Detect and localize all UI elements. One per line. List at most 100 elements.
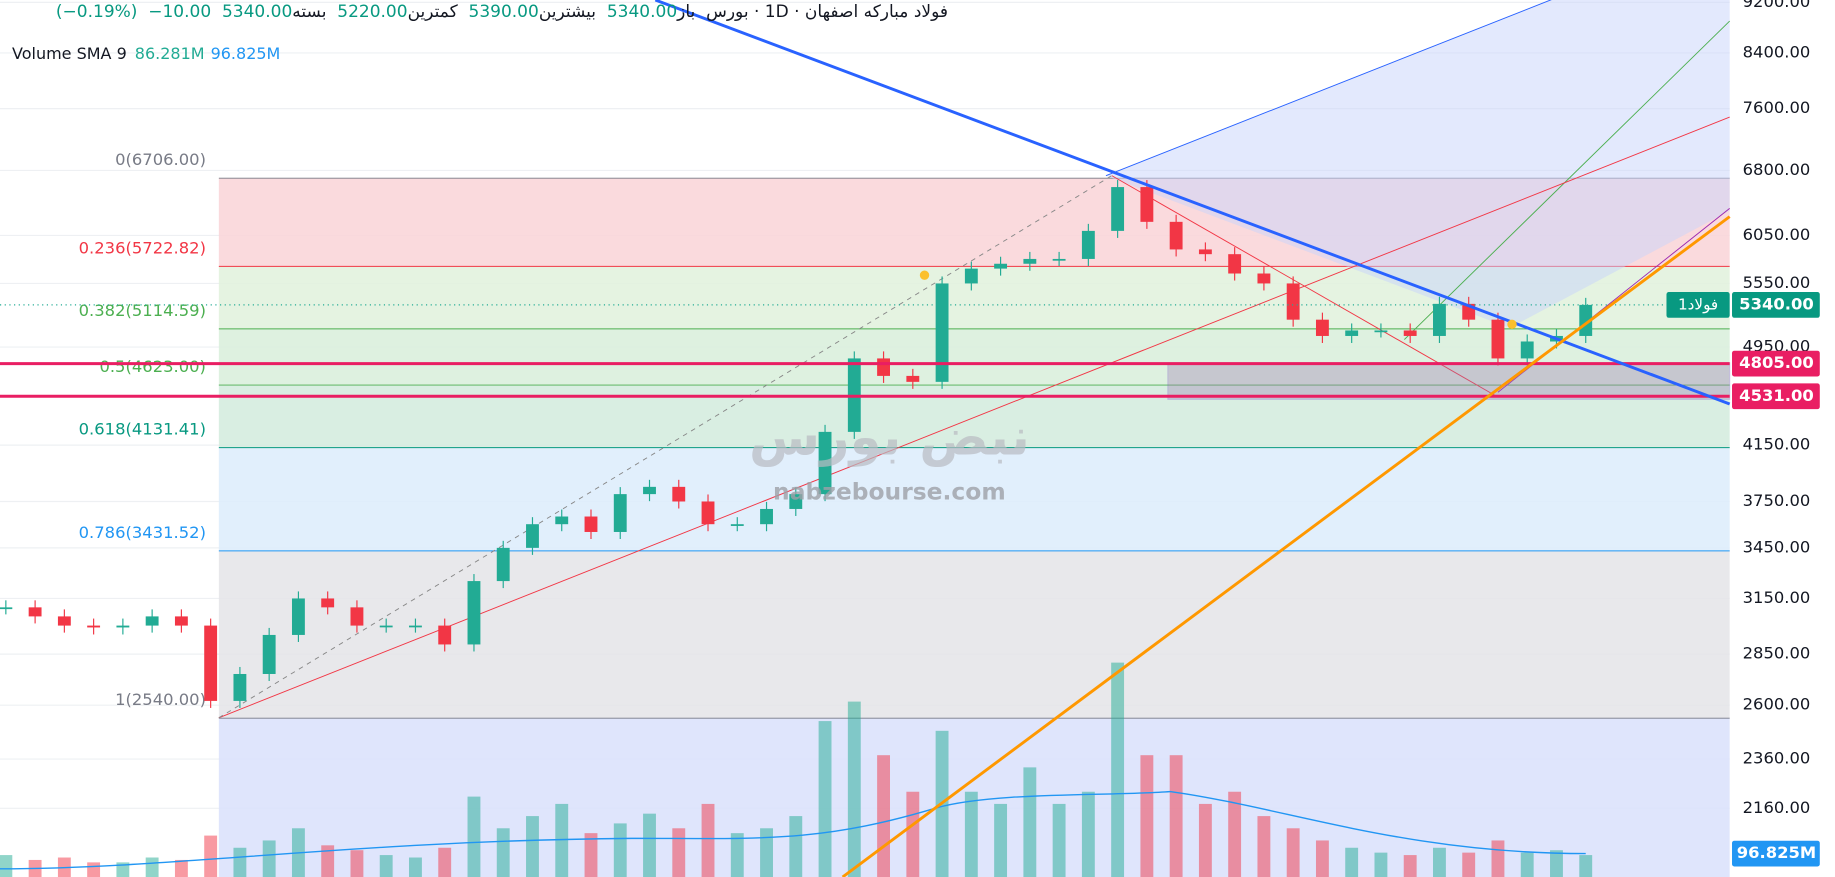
fib-label: 0.786(3431.52) [79,523,206,542]
volume-bar [994,803,1008,877]
candle-body [672,486,686,502]
candle-body [28,607,42,617]
value: 5390.00 [468,2,539,22]
candle-body [57,616,71,626]
volume-bar [1550,850,1563,877]
change: −10.00 [148,2,212,22]
value: 5340.00 [606,2,678,22]
candle-body [1198,249,1212,255]
fib-label: 0.618(4131.41) [79,420,206,439]
volume-bar [1374,852,1388,877]
candle-body [701,501,715,525]
volume-bar [1169,755,1183,877]
volume-bar [847,701,861,877]
volume-bar [145,857,159,877]
candle-body [906,375,920,382]
volume-bar [964,791,978,877]
volume-bar [1052,803,1066,877]
volume-value: 86.281M [134,44,205,63]
candle-body [87,625,101,628]
candle-body [1345,330,1359,336]
y-tick-label: 6800.00 [1743,160,1811,179]
label: بیشترین [538,2,597,22]
candle-body [730,524,744,526]
candle-body [1140,187,1154,222]
candle-body [964,268,978,284]
candle-body [1491,319,1505,359]
y-tick-label: 6050.00 [1743,225,1811,244]
indicator-name: Volume SMA 9 [12,44,127,63]
candle-body [1579,304,1593,336]
candle-body [1403,330,1417,336]
volume-bar [1520,852,1534,877]
candle-body [1111,187,1125,231]
volume-bar [87,862,101,877]
volume-bar [409,857,422,877]
volume-bar [672,828,686,877]
candle-body [935,283,949,382]
zone-box [1167,362,1731,400]
candle-body [1052,258,1066,261]
y-tick-label: 2360.00 [1743,749,1811,768]
candle-body [1374,330,1388,333]
candle-body [496,547,510,582]
candle-body [116,625,130,628]
label: باز [677,2,696,22]
trend-line [654,0,1731,406]
watermark-site: nabzebourse.com [773,477,1006,505]
trend-line [841,215,1731,877]
symbol-tag [1666,292,1730,318]
y-tick-label: 3450.00 [1743,537,1811,556]
volume-bar [1198,803,1212,877]
candle-body [409,625,422,628]
fib-label: 0.236(5722.82) [79,238,206,257]
y-tick-label: 2850.00 [1743,644,1811,663]
y-tick-label: 2600.00 [1743,695,1811,714]
candle-body [0,607,13,610]
volume-bar [379,855,393,877]
volume-bar [174,859,188,877]
label: کمترین [407,2,458,22]
candle-body [350,607,364,626]
volume-bar [526,816,539,877]
candle-body [1315,319,1329,336]
volume-bar [760,828,773,877]
volume-bar [906,791,920,877]
volume-bar [467,796,481,877]
symbol-tag-label: فولاد1 [1678,295,1718,313]
volume-bar [1140,755,1154,877]
fib-label: 0.5(4623.00) [99,357,206,376]
candle-body [233,673,247,701]
candle-body [1228,254,1242,274]
exchange: بورس [706,2,749,22]
candle-body [613,494,627,532]
volume-bar [1433,847,1446,877]
y-tick-label: 9200.00 [1743,0,1811,11]
label: بسته [292,2,327,22]
candle-body [789,494,803,509]
y-tick-label: 8400.00 [1743,42,1811,61]
y-tick-label: 4150.00 [1743,435,1811,454]
y-tick-label: 2160.00 [1743,798,1811,817]
symbol: فولاد مبارکه اصفهان [804,2,948,22]
volume-bar [1257,816,1271,877]
marker [919,270,930,280]
candle-body [555,516,569,525]
price-tag-label: 4531.00 [1739,386,1814,405]
volume-bar [438,847,452,877]
volume-bar [1081,791,1095,877]
sma-tag-label: 96.825M [1737,843,1816,862]
candle-body [204,625,218,701]
volume-bar [730,833,744,877]
volume-bar [496,828,510,877]
fib-label: 1(2540.00) [115,690,206,709]
volume-bar [877,755,890,877]
volume-bar [1345,847,1359,877]
candle-body [1257,273,1271,284]
marker [1507,319,1517,330]
volume-bar [584,833,598,877]
candle-body [262,634,276,674]
volume-bar [1491,840,1505,877]
